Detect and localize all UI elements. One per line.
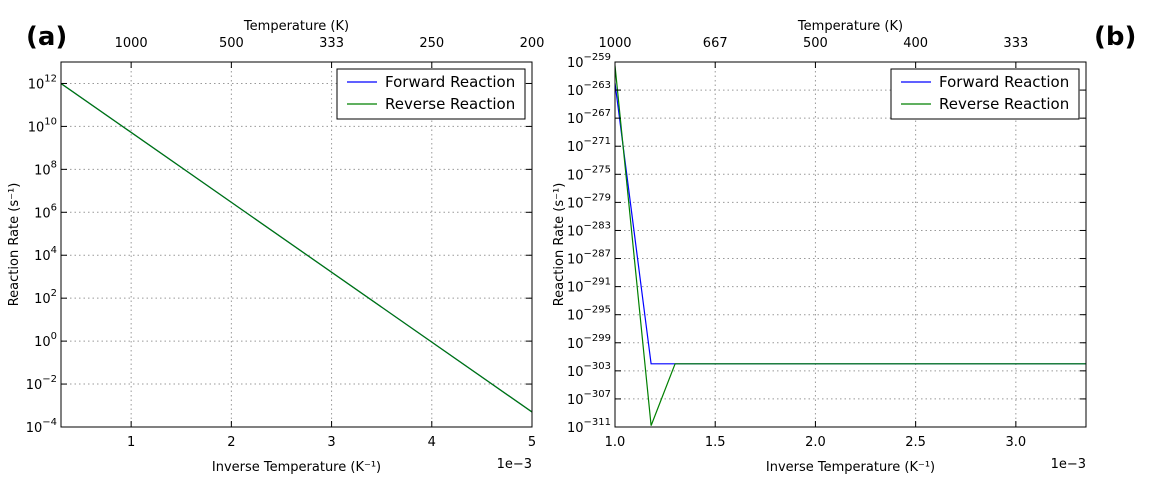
series-group: [61, 83, 532, 413]
legend: Forward Reaction Reverse Reaction: [890, 68, 1080, 120]
y-tick-label: 10−287: [567, 249, 611, 268]
y-tick-label: 10−291: [567, 277, 611, 296]
top-axis-label: Temperature (K): [797, 19, 903, 34]
series-group: [615, 65, 1086, 426]
series-line-reverse: [61, 83, 532, 413]
legend-label: Reverse Reaction: [939, 95, 1069, 113]
x-tick-label: 1.5: [705, 435, 726, 450]
y-tick-label: 10−311: [567, 417, 611, 436]
y-axis-label: Reaction Rate (s⁻¹): [7, 183, 22, 307]
y-tick-label: 10−271: [567, 136, 611, 155]
x-tick-label: 4: [428, 435, 436, 450]
y-tick-label: 100: [34, 331, 57, 350]
y-tick-label: 10−295: [567, 305, 611, 324]
top-tick-label: 200: [520, 36, 545, 51]
series-line-forward: [615, 83, 1086, 365]
x-offset-text: 1e−3: [1051, 457, 1086, 472]
x-tick-label: 1.0: [605, 435, 626, 450]
y-tick-label: 10−267: [567, 108, 611, 127]
panel-label-a: (a): [26, 22, 68, 52]
y-tick-label: 10−4: [26, 417, 57, 436]
y-tick-label: 10−303: [567, 361, 611, 380]
y-tick-label: 10−299: [567, 333, 611, 352]
y-tick-label: 1010: [28, 116, 57, 135]
y-axis-label: Reaction Rate (s⁻¹): [552, 183, 567, 307]
top-tick-label: 1000: [598, 36, 631, 51]
x-axis-label: Inverse Temperature (K⁻¹): [766, 460, 935, 475]
top-tick-label: 400: [903, 36, 928, 51]
x-tick-label: 3.0: [1006, 435, 1027, 450]
x-tick-label: 2.5: [905, 435, 926, 450]
y-tick-label: 10−259: [567, 52, 611, 71]
x-tick-label: 1: [127, 435, 135, 450]
top-tick-label: 667: [703, 36, 728, 51]
top-axis-label: Temperature (K): [243, 19, 349, 34]
y-tick-label: 108: [34, 159, 57, 178]
x-tick-label: 2.0: [805, 435, 826, 450]
chart-panel-a: 1 2 3 4 5 1000 500 333 250 200 1012 1010 108 106 104 10…: [7, 19, 544, 475]
series-line-reverse: [615, 65, 1086, 426]
legend-label: Reverse Reaction: [385, 95, 515, 113]
y-tick-label: 10−275: [567, 164, 611, 183]
y-tick-label: 10−283: [567, 220, 611, 239]
top-tick-label: 250: [419, 36, 444, 51]
top-tick-label: 333: [1003, 36, 1028, 51]
top-tick-label: 1000: [115, 36, 148, 51]
y-tick-label: 10−2: [26, 374, 57, 393]
x-tick-label: 2: [227, 435, 235, 450]
x-tick-label: 3: [327, 435, 335, 450]
y-tick-label: 106: [34, 202, 57, 221]
panel-label-b: (b): [1094, 22, 1137, 52]
y-tick-label: 1012: [28, 73, 57, 92]
y-tick-label: 102: [34, 288, 57, 307]
legend-box: [890, 68, 1080, 120]
legend-box: [336, 68, 526, 120]
chart-panel-b: 1.0 1.5 2.0 2.5 3.0 1000 667 500 400 333 10−259 10−…: [552, 19, 1087, 475]
top-tick-label: 500: [803, 36, 828, 51]
plot-frame: [60, 61, 533, 428]
x-axis-label: Inverse Temperature (K⁻¹): [212, 460, 381, 475]
y-tick-label: 104: [34, 245, 57, 264]
y-tick-label: 10−279: [567, 192, 611, 211]
plot-frame: [614, 61, 1087, 428]
y-tick-label: 10−307: [567, 389, 611, 408]
top-tick-label: 333: [319, 36, 344, 51]
x-tick-label: 5: [528, 435, 536, 450]
x-offset-text: 1e−3: [497, 457, 532, 472]
legend-label: Forward Reaction: [939, 73, 1069, 91]
y-tick-label: 10−263: [567, 80, 611, 99]
top-tick-label: 500: [219, 36, 244, 51]
legend-label: Forward Reaction: [385, 73, 515, 91]
legend: Forward Reaction Reverse Reaction: [336, 68, 526, 120]
